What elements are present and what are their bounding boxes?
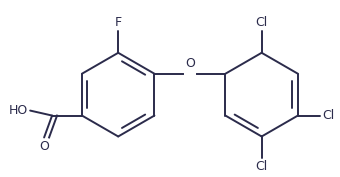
Text: O: O: [39, 141, 49, 153]
Text: Cl: Cl: [256, 160, 268, 173]
Text: F: F: [115, 16, 122, 29]
Text: HO: HO: [9, 104, 28, 117]
Text: Cl: Cl: [256, 16, 268, 29]
Text: O: O: [185, 57, 195, 70]
Text: Cl: Cl: [322, 109, 334, 122]
